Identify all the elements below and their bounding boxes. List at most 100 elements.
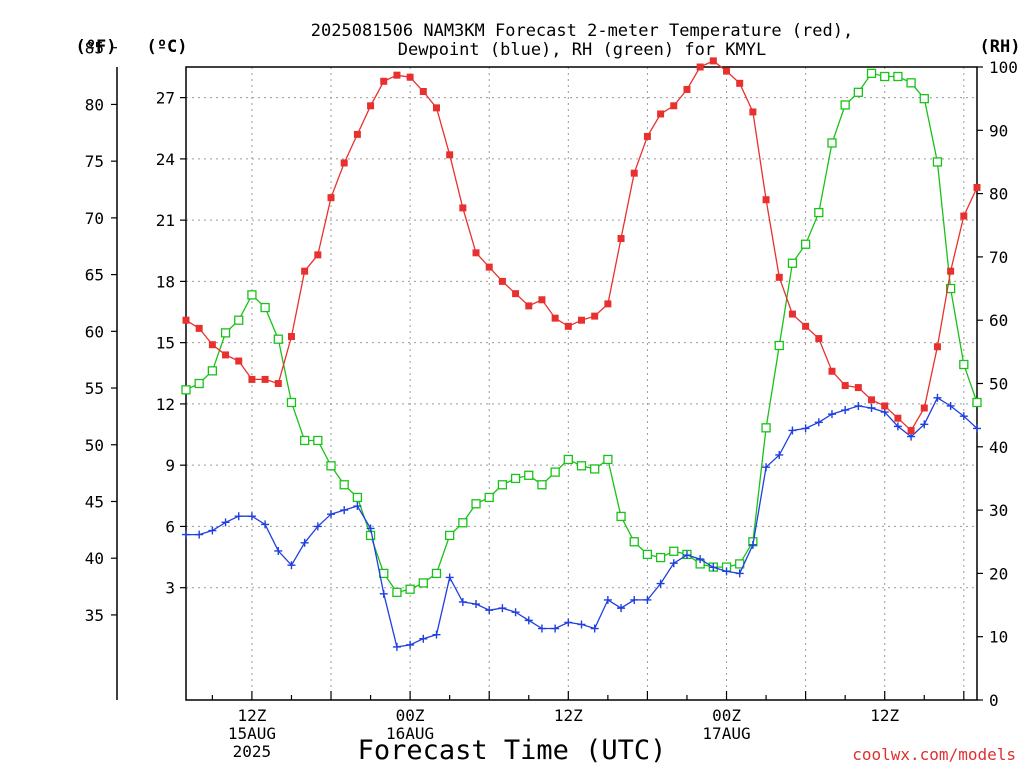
fahrenheit-tick-label: 55: [85, 379, 104, 398]
series-layer: [181, 57, 982, 651]
dewpoint-point: [920, 420, 929, 429]
temperature-point: [551, 314, 559, 322]
rh-tick-label: 20: [989, 564, 1008, 583]
time-tick-label: 15AUG: [228, 724, 276, 743]
celsius-tick-label: 3: [165, 579, 175, 598]
rh-point: [945, 283, 956, 294]
rh-point: [853, 87, 863, 97]
temperature-point: [208, 341, 216, 349]
rh-point: [603, 454, 613, 465]
temperature-point: [696, 63, 704, 71]
temperature-point: [353, 130, 361, 138]
temperature-point: [446, 151, 454, 159]
rh-point: [959, 359, 969, 370]
dewpoint-point: [577, 620, 586, 629]
temperature-point: [261, 375, 269, 383]
rh-point: [972, 397, 982, 408]
celsius-tick-label: 18: [156, 272, 175, 291]
temperature-point: [868, 396, 876, 404]
temperature-point: [841, 382, 849, 390]
dewpoint-point: [643, 595, 652, 604]
rh-point: [669, 546, 679, 556]
temperature-point: [815, 335, 823, 343]
temperature-point: [802, 322, 810, 330]
dewpoint-point: [656, 579, 665, 588]
rh-point: [814, 207, 824, 218]
temperature-point: [749, 108, 757, 116]
dewpoint-point: [590, 624, 599, 633]
temperature-point: [578, 316, 585, 324]
dewpoint-point: [788, 426, 797, 435]
fahrenheit-tick-label: 60: [85, 322, 104, 341]
dewpoint-point: [762, 463, 771, 472]
temperature-point: [459, 204, 467, 212]
temperature-point: [828, 367, 836, 375]
rh-point: [840, 100, 850, 110]
rh-point: [445, 530, 455, 541]
series-dewpoint: [182, 393, 981, 651]
rh-point: [194, 378, 204, 389]
rh-point: [827, 138, 837, 148]
rh-point: [458, 518, 468, 528]
dewpoint-point: [261, 520, 270, 529]
time-tick-label: 2025: [233, 742, 272, 761]
rh-point: [471, 499, 481, 509]
rh-point: [299, 435, 310, 446]
rh-point: [932, 157, 943, 167]
time-tick-label: 16AUG: [386, 724, 434, 743]
series-line-dewpoint: [186, 396, 978, 648]
temperature-point: [617, 235, 625, 243]
rh-point: [392, 587, 402, 598]
rh-point: [880, 71, 890, 82]
rh-point: [893, 71, 903, 82]
temperature-point: [195, 324, 203, 332]
dewpoint-point: [696, 555, 705, 564]
temperature-point: [419, 88, 427, 96]
rh-point: [220, 328, 231, 338]
rh-point: [919, 94, 929, 104]
temperature-point: [222, 351, 230, 359]
temperature-point: [327, 194, 335, 202]
dewpoint-point: [234, 512, 243, 521]
rh-tick-label: 0: [989, 691, 999, 710]
temperature-point: [182, 316, 190, 324]
temperature-point: [472, 249, 480, 257]
rh-point: [642, 549, 653, 560]
rh-tick-label: 30: [989, 501, 1008, 520]
rh-point: [590, 464, 600, 474]
celsius-tick-label: 27: [156, 89, 175, 108]
temperature-point: [894, 414, 902, 422]
temperature-point: [775, 273, 783, 281]
rh-point: [906, 78, 916, 88]
celsius-axis: 27 24 21 18 15 12 9 6 3: [156, 89, 186, 598]
temperature-point: [248, 375, 256, 383]
rh-point: [431, 568, 442, 579]
dewpoint-point: [498, 604, 507, 613]
celsius-axis-label: (ºC): [147, 37, 188, 57]
celsius-tick-label: 9: [165, 456, 175, 475]
dewpoint-point: [366, 524, 375, 533]
fahrenheit-tick-label: 45: [85, 492, 104, 511]
celsius-tick-label: 21: [156, 211, 175, 230]
rh-point: [207, 366, 218, 376]
dewpoint-point: [801, 424, 810, 433]
rh-point: [260, 302, 270, 313]
temperature-point: [933, 343, 941, 351]
dewpoint-point: [274, 546, 283, 555]
dewpoint-point: [524, 616, 533, 625]
temperature-point: [683, 85, 691, 93]
temperature-point: [788, 310, 796, 318]
fahrenheit-axis: 85 80 75 70 65 60 55 50 45 40 35: [85, 39, 117, 625]
temperature-point: [920, 404, 928, 412]
temperature-point: [393, 71, 401, 79]
rh-point: [379, 568, 389, 579]
dewpoint-point: [300, 538, 309, 547]
dewpoint-point: [735, 569, 744, 578]
dewpoint-point: [814, 418, 823, 427]
series-rh: [181, 68, 982, 598]
temperature-point: [591, 312, 599, 320]
rh-point: [352, 492, 363, 503]
fahrenheit-axis-label: (ºF): [76, 37, 117, 57]
rh-point: [550, 467, 560, 477]
